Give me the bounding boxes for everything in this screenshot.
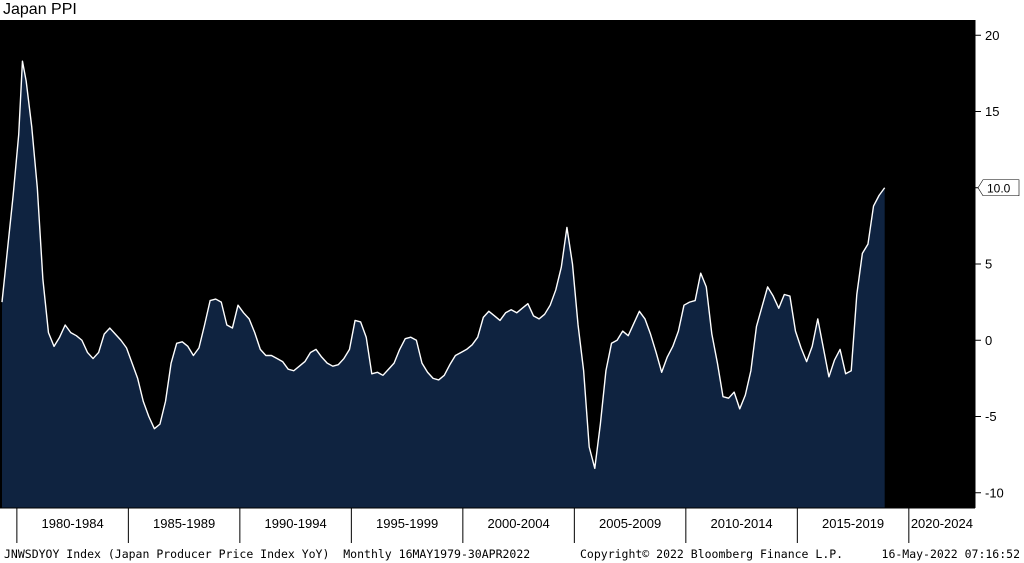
area-group (1, 60, 886, 509)
y-tick-label: 15 (985, 104, 999, 119)
x-tick-label: 2010-2014 (710, 516, 772, 531)
chart-footer: JNWSDYOY Index (Japan Producer Price Ind… (0, 545, 1024, 563)
chart-area: 20 15 5 0 -5 -10 1980-1984 1985-1989 1990-1994 1… (0, 20, 1024, 545)
x-tick-label: 1990-1994 (265, 516, 327, 531)
x-tick-label: 2000-2004 (488, 516, 550, 531)
last-value-box (977, 179, 1020, 197)
footer-ticker-description: JNWSDYOY Index (Japan Producer Price Ind… (4, 547, 531, 561)
series-line (1, 60, 886, 470)
last-value-label-group: 10.0 (977, 179, 1020, 197)
series-area-fill (2, 61, 885, 509)
y-axis: 20 15 5 0 -5 -10 (974, 20, 1004, 508)
x-tick-label: 2015-2019 (822, 516, 884, 531)
y-tick-label: 0 (985, 333, 992, 348)
y-tick-label: 20 (985, 28, 999, 43)
footer-timestamp: 16-May-2022 07:16:52 (881, 547, 1020, 561)
last-value-label: 10.0 (987, 181, 1011, 195)
x-tick-label: 2020-2024 (911, 516, 973, 531)
y-tick-label: 5 (985, 257, 992, 272)
x-tick-label: 1995-1999 (376, 516, 438, 531)
x-tick-label: 2005-2009 (599, 516, 661, 531)
footer-copyright: Copyright© 2022 Bloomberg Finance L.P. (580, 547, 844, 561)
x-tick-label: 1980-1984 (42, 516, 104, 531)
y-tick-label: -5 (985, 409, 997, 424)
x-axis: 1980-1984 1985-1989 1990-1994 1995-1999 2000… (0, 507, 975, 543)
y-tick-label: -10 (985, 485, 1004, 500)
chart-title: Japan PPI (3, 1, 77, 18)
x-tick-label: 1985-1989 (153, 516, 215, 531)
